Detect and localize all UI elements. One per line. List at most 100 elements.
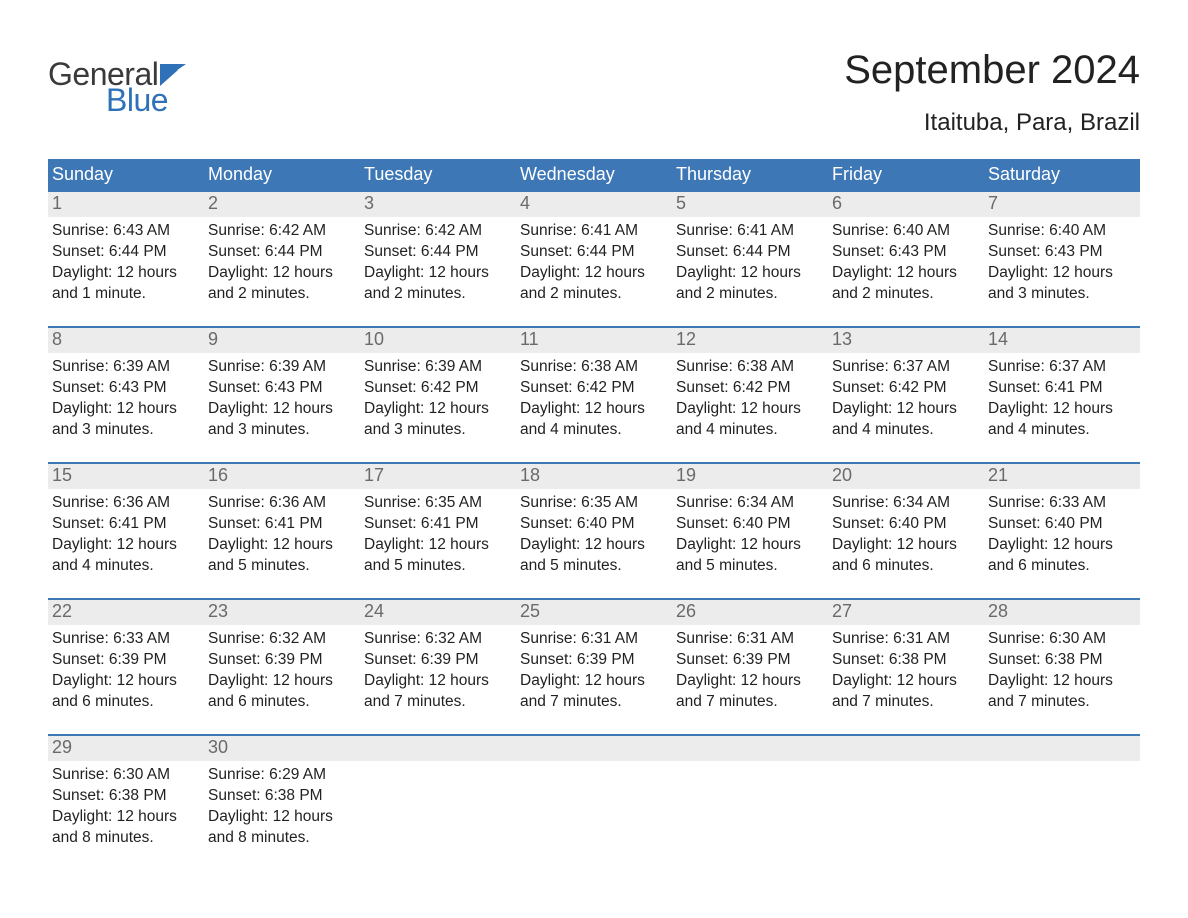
day-cell: 17Sunrise: 6:35 AMSunset: 6:41 PMDayligh… [360, 464, 516, 584]
sunset-line: Sunset: 6:40 PM [988, 514, 1136, 535]
sunrise-line: Sunrise: 6:33 AM [52, 629, 200, 650]
sunrise-line: Sunrise: 6:34 AM [832, 493, 980, 514]
week-row: 29Sunrise: 6:30 AMSunset: 6:38 PMDayligh… [48, 734, 1140, 856]
day-number: 11 [516, 328, 672, 353]
day-cell: 16Sunrise: 6:36 AMSunset: 6:41 PMDayligh… [204, 464, 360, 584]
sunset-line: Sunset: 6:39 PM [52, 650, 200, 671]
day-cell: 22Sunrise: 6:33 AMSunset: 6:39 PMDayligh… [48, 600, 204, 720]
brand-logo: General Blue [48, 48, 186, 116]
day-details: Sunrise: 6:34 AMSunset: 6:40 PMDaylight:… [672, 489, 828, 577]
daylight-line: Daylight: 12 hours and 1 minute. [52, 263, 200, 305]
day-cell: 8Sunrise: 6:39 AMSunset: 6:43 PMDaylight… [48, 328, 204, 448]
day-cell: 12Sunrise: 6:38 AMSunset: 6:42 PMDayligh… [672, 328, 828, 448]
sunrise-line: Sunrise: 6:36 AM [52, 493, 200, 514]
day-cell: 11Sunrise: 6:38 AMSunset: 6:42 PMDayligh… [516, 328, 672, 448]
day-details: Sunrise: 6:42 AMSunset: 6:44 PMDaylight:… [204, 217, 360, 305]
sunset-line: Sunset: 6:39 PM [676, 650, 824, 671]
sunrise-line: Sunrise: 6:30 AM [52, 765, 200, 786]
location-subtitle: Itaituba, Para, Brazil [844, 109, 1140, 137]
daylight-line: Daylight: 12 hours and 2 minutes. [208, 263, 356, 305]
day-details: Sunrise: 6:32 AMSunset: 6:39 PMDaylight:… [204, 625, 360, 713]
day-number: 5 [672, 192, 828, 217]
day-number: 1 [48, 192, 204, 217]
daylight-line: Daylight: 12 hours and 3 minutes. [208, 399, 356, 441]
weekday-header: Friday [828, 159, 984, 190]
day-cell: 1Sunrise: 6:43 AMSunset: 6:44 PMDaylight… [48, 192, 204, 312]
day-number: 15 [48, 464, 204, 489]
day-cell: 7Sunrise: 6:40 AMSunset: 6:43 PMDaylight… [984, 192, 1140, 312]
day-number: 17 [360, 464, 516, 489]
day-details: Sunrise: 6:40 AMSunset: 6:43 PMDaylight:… [828, 217, 984, 305]
sunset-line: Sunset: 6:42 PM [676, 378, 824, 399]
day-details: Sunrise: 6:37 AMSunset: 6:42 PMDaylight:… [828, 353, 984, 441]
day-details: Sunrise: 6:35 AMSunset: 6:41 PMDaylight:… [360, 489, 516, 577]
sunrise-line: Sunrise: 6:32 AM [364, 629, 512, 650]
sunset-line: Sunset: 6:38 PM [988, 650, 1136, 671]
header: General Blue September 2024 Itaituba, Pa… [48, 48, 1140, 137]
day-details: Sunrise: 6:38 AMSunset: 6:42 PMDaylight:… [672, 353, 828, 441]
week-row: 1Sunrise: 6:43 AMSunset: 6:44 PMDaylight… [48, 190, 1140, 312]
weekday-header: Thursday [672, 159, 828, 190]
sunset-line: Sunset: 6:38 PM [208, 786, 356, 807]
day-details: Sunrise: 6:40 AMSunset: 6:43 PMDaylight:… [984, 217, 1140, 305]
calendar: SundayMondayTuesdayWednesdayThursdayFrid… [48, 159, 1140, 856]
day-cell: 14Sunrise: 6:37 AMSunset: 6:41 PMDayligh… [984, 328, 1140, 448]
day-cell: 15Sunrise: 6:36 AMSunset: 6:41 PMDayligh… [48, 464, 204, 584]
day-number: 26 [672, 600, 828, 625]
sunset-line: Sunset: 6:43 PM [208, 378, 356, 399]
day-number: 30 [204, 736, 360, 761]
daylight-line: Daylight: 12 hours and 8 minutes. [208, 807, 356, 849]
daylight-line: Daylight: 12 hours and 3 minutes. [988, 263, 1136, 305]
daylight-line: Daylight: 12 hours and 6 minutes. [52, 671, 200, 713]
daylight-line: Daylight: 12 hours and 7 minutes. [676, 671, 824, 713]
day-number: 29 [48, 736, 204, 761]
day-details: Sunrise: 6:39 AMSunset: 6:43 PMDaylight:… [48, 353, 204, 441]
sunset-line: Sunset: 6:40 PM [520, 514, 668, 535]
daylight-line: Daylight: 12 hours and 5 minutes. [208, 535, 356, 577]
sunrise-line: Sunrise: 6:39 AM [364, 357, 512, 378]
day-cell: 2Sunrise: 6:42 AMSunset: 6:44 PMDaylight… [204, 192, 360, 312]
day-details: Sunrise: 6:32 AMSunset: 6:39 PMDaylight:… [360, 625, 516, 713]
weekday-header: Saturday [984, 159, 1140, 190]
day-cell: 4Sunrise: 6:41 AMSunset: 6:44 PMDaylight… [516, 192, 672, 312]
sunset-line: Sunset: 6:43 PM [52, 378, 200, 399]
daylight-line: Daylight: 12 hours and 6 minutes. [988, 535, 1136, 577]
weeks-container: 1Sunrise: 6:43 AMSunset: 6:44 PMDaylight… [48, 190, 1140, 856]
daylight-line: Daylight: 12 hours and 2 minutes. [832, 263, 980, 305]
sunrise-line: Sunrise: 6:35 AM [364, 493, 512, 514]
weekday-header: Wednesday [516, 159, 672, 190]
day-number: 13 [828, 328, 984, 353]
day-number: . [672, 736, 828, 761]
day-details: Sunrise: 6:38 AMSunset: 6:42 PMDaylight:… [516, 353, 672, 441]
daylight-line: Daylight: 12 hours and 4 minutes. [52, 535, 200, 577]
daylight-line: Daylight: 12 hours and 6 minutes. [832, 535, 980, 577]
sunrise-line: Sunrise: 6:37 AM [988, 357, 1136, 378]
sunrise-line: Sunrise: 6:33 AM [988, 493, 1136, 514]
weekday-header-row: SundayMondayTuesdayWednesdayThursdayFrid… [48, 159, 1140, 190]
day-cell: 27Sunrise: 6:31 AMSunset: 6:38 PMDayligh… [828, 600, 984, 720]
sunrise-line: Sunrise: 6:31 AM [520, 629, 668, 650]
sunrise-line: Sunrise: 6:41 AM [520, 221, 668, 242]
sunrise-line: Sunrise: 6:38 AM [676, 357, 824, 378]
sunset-line: Sunset: 6:39 PM [520, 650, 668, 671]
sunset-line: Sunset: 6:39 PM [208, 650, 356, 671]
daylight-line: Daylight: 12 hours and 4 minutes. [832, 399, 980, 441]
day-number: 9 [204, 328, 360, 353]
sunset-line: Sunset: 6:38 PM [52, 786, 200, 807]
sunset-line: Sunset: 6:40 PM [676, 514, 824, 535]
daylight-line: Daylight: 12 hours and 7 minutes. [520, 671, 668, 713]
sunset-line: Sunset: 6:41 PM [988, 378, 1136, 399]
day-cell: 20Sunrise: 6:34 AMSunset: 6:40 PMDayligh… [828, 464, 984, 584]
day-cell: 18Sunrise: 6:35 AMSunset: 6:40 PMDayligh… [516, 464, 672, 584]
day-details: Sunrise: 6:36 AMSunset: 6:41 PMDaylight:… [48, 489, 204, 577]
daylight-line: Daylight: 12 hours and 5 minutes. [520, 535, 668, 577]
sunset-line: Sunset: 6:40 PM [832, 514, 980, 535]
daylight-line: Daylight: 12 hours and 5 minutes. [364, 535, 512, 577]
day-cell-empty: .. [360, 736, 516, 856]
day-number: 23 [204, 600, 360, 625]
sunset-line: Sunset: 6:38 PM [832, 650, 980, 671]
day-details: Sunrise: 6:42 AMSunset: 6:44 PMDaylight:… [360, 217, 516, 305]
day-cell: 21Sunrise: 6:33 AMSunset: 6:40 PMDayligh… [984, 464, 1140, 584]
day-details: Sunrise: 6:34 AMSunset: 6:40 PMDaylight:… [828, 489, 984, 577]
sunrise-line: Sunrise: 6:30 AM [988, 629, 1136, 650]
